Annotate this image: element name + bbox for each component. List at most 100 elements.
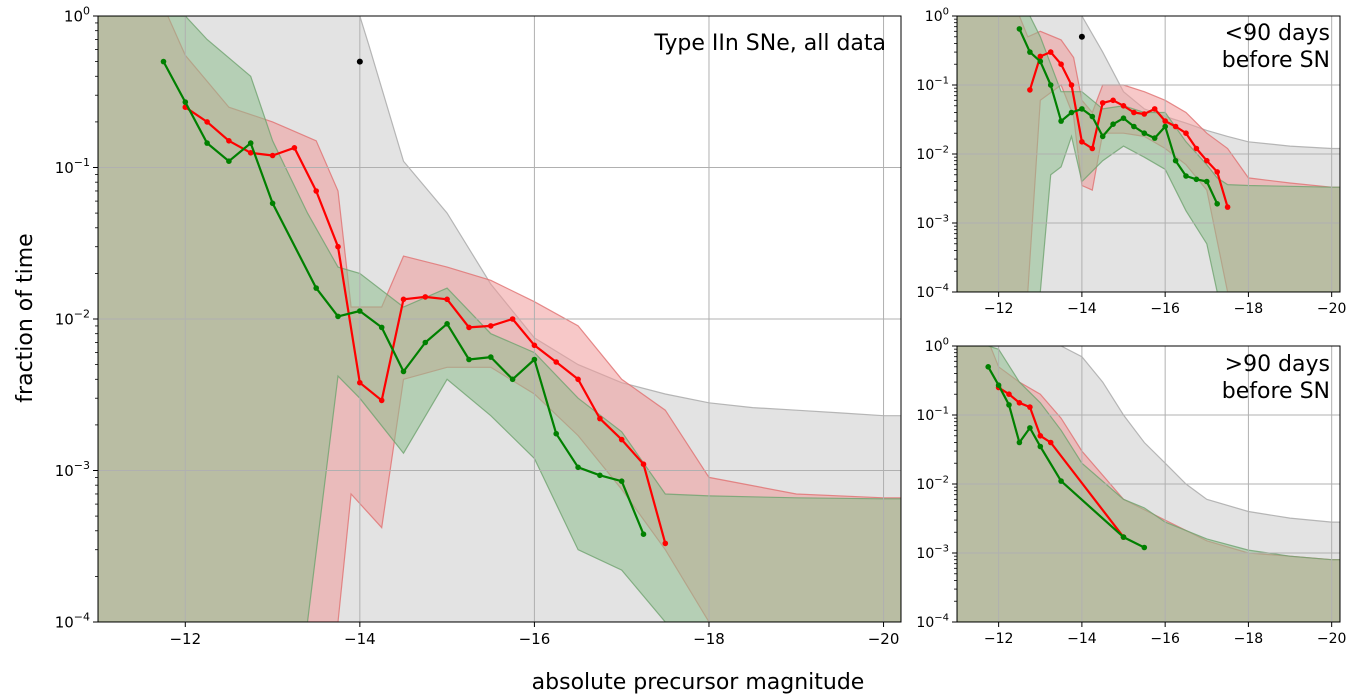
chart-0-ytick-base-0: 10 <box>55 613 74 631</box>
chart-0-ytick-base-4: 10 <box>64 7 83 25</box>
chart-1-series-green-point-11 <box>1131 123 1137 130</box>
chart-2-series-green-point-4 <box>1027 425 1033 431</box>
chart-0-series-red-point-9 <box>378 397 385 404</box>
y-axis-label: fraction of time <box>13 233 38 402</box>
chart-2-xtick-label-0: −12 <box>984 631 1014 647</box>
chart-1-ytick-exp-2: −2 <box>934 145 949 156</box>
chart-2-series-red-point-4 <box>1037 433 1044 439</box>
chart-0-series-red-point-20 <box>618 436 625 443</box>
chart-2-ytick-label-4: 100 <box>925 337 949 355</box>
chart-1-ytick-exp-1: −3 <box>934 214 949 225</box>
chart-2-ytick-exp-0: −4 <box>934 613 949 624</box>
chart-1-ytick-label-0: 10−4 <box>916 283 949 301</box>
chart-1-series-green-point-15 <box>1172 157 1179 164</box>
chart-0-series-green-point-20 <box>618 478 625 485</box>
chart-1-ytick-base-0: 10 <box>916 285 934 301</box>
chart-2-xtick-label-1: −14 <box>1067 631 1097 647</box>
chart-0-series-red-point-8 <box>357 379 363 386</box>
chart-1-xtick-label-3: −18 <box>1234 301 1264 317</box>
chart-1-series-red-point-15 <box>1183 130 1189 136</box>
chart-1-ytick-label-4: 100 <box>925 7 949 25</box>
chart-1-series-red-point-6 <box>1089 145 1096 152</box>
chart-2-series-red-point-5 <box>1047 439 1054 446</box>
chart-0-series-green-point-0 <box>160 58 167 65</box>
chart-2-series-green-point-5 <box>1037 443 1044 450</box>
chart-1-series-red-point-0 <box>1027 87 1033 93</box>
chart-2-series-green-point-7 <box>1120 534 1127 540</box>
chart-1-xtick-label-0: −12 <box>984 301 1014 317</box>
chart-2-series-red-point-3 <box>1027 404 1033 410</box>
chart-1-ytick-base-4: 10 <box>925 9 943 25</box>
chart-1-series-red-point-17 <box>1204 157 1210 164</box>
chart-0-series-red-point-1 <box>204 119 210 125</box>
chart-1-ytick-label-1: 10−3 <box>916 214 949 232</box>
chart-1-series-green-line <box>1018 28 1219 205</box>
chart-0-series-red-point-6 <box>313 188 320 194</box>
chart-2-ytick-label-1: 10−3 <box>916 544 949 562</box>
chart-0-series-red-point-3 <box>247 150 254 156</box>
chart-0-series-red-point-17 <box>553 359 559 365</box>
chart-0-ytick-base-2: 10 <box>55 310 74 328</box>
chart-0-series-red-point-10 <box>400 296 407 303</box>
chart-0-ytick-label-4: 100 <box>64 5 90 26</box>
chart-2-series-green-point-6 <box>1058 478 1064 484</box>
bottom-right-plot-area <box>957 346 1340 622</box>
chart-1-series-red-point-8 <box>1110 97 1116 104</box>
chart-1-series-red-point-9 <box>1120 103 1127 109</box>
chart-1-series-red-point-16 <box>1193 145 1200 152</box>
chart-0-series-green-point-7 <box>335 313 341 320</box>
chart-1-annotation-1: before SN <box>1222 48 1330 73</box>
chart-1-series-green-point-16 <box>1183 173 1189 179</box>
chart-2-xtick-label-4: −20 <box>1317 631 1347 647</box>
chart-1-series-green-point-14 <box>1162 123 1168 130</box>
chart-1-ytick-label-3: 10−1 <box>916 76 949 94</box>
x-axis-label: absolute precursor magnitude <box>532 670 865 695</box>
chart-2-ytick-exp-2: −2 <box>934 475 949 486</box>
chart-0-xtick-label-4: −20 <box>868 630 900 648</box>
chart-0-series-red-point-18 <box>575 376 581 383</box>
chart-1-series-green-point-7 <box>1089 113 1096 120</box>
chart-0-ytick-exp-0: −4 <box>74 611 90 624</box>
chart-0-series-red-point-16 <box>531 342 538 349</box>
chart-2-ytick-exp-3: −1 <box>934 406 949 417</box>
chart-2-xtick-label-2: −16 <box>1150 631 1180 647</box>
chart-1-ytick-exp-0: −4 <box>934 283 949 294</box>
chart-0-series-red-point-15 <box>509 316 516 322</box>
chart-2-series-green-point-2 <box>1006 402 1012 408</box>
chart-0-ytick-base-3: 10 <box>55 159 74 177</box>
chart-1-annotation-0: <90 days <box>1225 21 1330 46</box>
chart-2-series-red-point-1 <box>1006 391 1012 398</box>
chart-0-series-red-point-13 <box>466 324 472 331</box>
chart-0-xtick-label-1: −14 <box>344 630 376 648</box>
chart-1-series-red-point-4 <box>1068 82 1075 88</box>
chart-0-series-green-point-4 <box>247 140 254 146</box>
chart-1-series-green-point-0 <box>1016 26 1023 32</box>
main-plot-area <box>98 16 901 622</box>
chart-1-series-red-point-12 <box>1151 106 1158 112</box>
chart-0-series-green-point-14 <box>488 354 494 360</box>
chart-0-ytick-exp-2: −2 <box>74 308 90 321</box>
chart-1-xtick-label-1: −14 <box>1067 301 1097 317</box>
chart-0-series-red-point-4 <box>269 152 276 159</box>
chart-0-series-red-point-5 <box>291 145 298 151</box>
chart-2-ytick-base-3: 10 <box>916 408 934 424</box>
chart-2-ytick-exp-4: 0 <box>943 337 949 348</box>
chart-0-series-green-point-8 <box>357 308 363 314</box>
chart-1-xtick-label-4: −20 <box>1317 301 1347 317</box>
chart-1-series-red-point-14 <box>1172 123 1179 130</box>
chart-2-series-red-point-2 <box>1016 400 1023 406</box>
chart-0-series-red-point-7 <box>335 243 341 250</box>
chart-1-series-red-line <box>1028 50 1229 208</box>
chart-0-xtick-label-2: −16 <box>519 630 551 648</box>
chart-2-ytick-base-0: 10 <box>916 615 934 631</box>
chart-0-series-green-point-3 <box>226 158 232 164</box>
chart-0-series-green-point-12 <box>444 321 450 327</box>
chart-2-annotation-1: before SN <box>1222 379 1330 404</box>
chart-1-series-red-point-5 <box>1079 139 1085 145</box>
chart-0-series-red-point-19 <box>597 415 603 422</box>
chart-1-series-green-point-6 <box>1079 106 1085 112</box>
chart-0-series-red-point-12 <box>444 296 450 303</box>
chart-1-ytick-exp-4: 0 <box>943 7 949 18</box>
chart-0-series-green-point-2 <box>204 140 210 146</box>
